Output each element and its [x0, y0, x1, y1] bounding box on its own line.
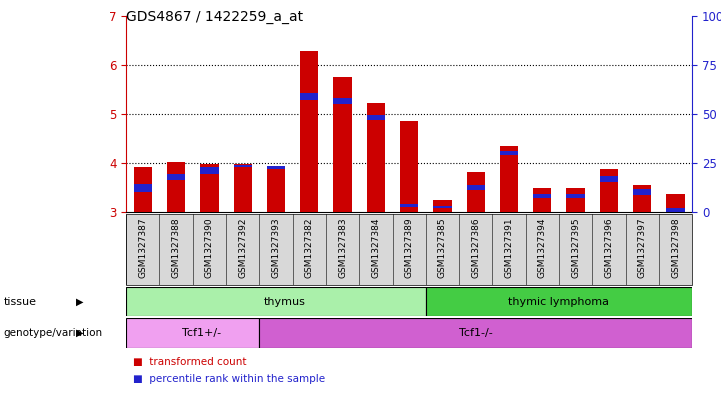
- Text: thymus: thymus: [263, 297, 305, 307]
- Bar: [567, 187, 585, 212]
- Bar: [534, 187, 552, 212]
- Text: GSM1327398: GSM1327398: [671, 218, 680, 278]
- Bar: [133, 167, 152, 212]
- Bar: [367, 103, 385, 212]
- Bar: [133, 184, 152, 191]
- Bar: [466, 185, 485, 190]
- Bar: [400, 121, 418, 212]
- Bar: [567, 193, 585, 198]
- Text: ▶: ▶: [76, 328, 83, 338]
- Text: GSM1327396: GSM1327396: [604, 218, 614, 278]
- Bar: [633, 185, 651, 212]
- Bar: [666, 193, 685, 212]
- Bar: [200, 164, 218, 212]
- Text: ■  transformed count: ■ transformed count: [133, 356, 247, 367]
- Bar: [167, 174, 185, 180]
- Bar: [426, 287, 692, 316]
- Text: genotype/variation: genotype/variation: [4, 328, 102, 338]
- Bar: [260, 318, 692, 348]
- Bar: [666, 208, 685, 212]
- Text: GSM1327394: GSM1327394: [538, 218, 547, 278]
- Text: GDS4867 / 1422259_a_at: GDS4867 / 1422259_a_at: [126, 10, 304, 24]
- Text: GSM1327385: GSM1327385: [438, 218, 447, 278]
- Text: ■  percentile rank within the sample: ■ percentile rank within the sample: [133, 374, 325, 384]
- Text: GSM1327393: GSM1327393: [272, 218, 280, 278]
- Bar: [633, 189, 651, 195]
- Bar: [267, 167, 285, 212]
- Text: GSM1327387: GSM1327387: [138, 218, 147, 278]
- Bar: [600, 169, 618, 212]
- Text: GSM1327390: GSM1327390: [205, 218, 214, 278]
- Bar: [600, 176, 618, 182]
- Bar: [300, 93, 319, 100]
- Text: thymic lymphoma: thymic lymphoma: [508, 297, 609, 307]
- Bar: [167, 162, 185, 212]
- Text: GSM1327383: GSM1327383: [338, 218, 347, 278]
- Bar: [333, 77, 352, 212]
- Text: GSM1327397: GSM1327397: [637, 218, 647, 278]
- Bar: [433, 200, 451, 212]
- Text: GSM1327386: GSM1327386: [472, 218, 480, 278]
- Text: Tcf1-/-: Tcf1-/-: [459, 328, 492, 338]
- Bar: [200, 167, 218, 174]
- Bar: [500, 146, 518, 212]
- Text: GSM1327388: GSM1327388: [172, 218, 181, 278]
- Text: GSM1327391: GSM1327391: [505, 218, 513, 278]
- Bar: [126, 318, 260, 348]
- Bar: [267, 166, 285, 169]
- Bar: [234, 165, 252, 167]
- Bar: [367, 116, 385, 120]
- Text: ▶: ▶: [76, 297, 83, 307]
- Text: GSM1327384: GSM1327384: [371, 218, 381, 278]
- Bar: [234, 164, 252, 212]
- Text: GSM1327395: GSM1327395: [571, 218, 580, 278]
- Text: GSM1327389: GSM1327389: [404, 218, 414, 278]
- Bar: [333, 98, 352, 104]
- Text: GSM1327392: GSM1327392: [238, 218, 247, 278]
- Text: GSM1327382: GSM1327382: [305, 218, 314, 278]
- Text: Tcf1+/-: Tcf1+/-: [182, 328, 221, 338]
- Bar: [433, 206, 451, 208]
- Text: tissue: tissue: [4, 297, 37, 307]
- Bar: [534, 193, 552, 198]
- Bar: [300, 51, 319, 212]
- Bar: [466, 172, 485, 212]
- Bar: [126, 287, 426, 316]
- Bar: [400, 204, 418, 207]
- Bar: [500, 151, 518, 155]
